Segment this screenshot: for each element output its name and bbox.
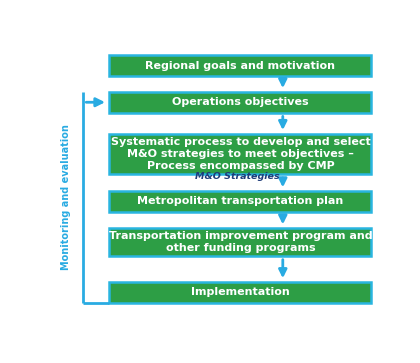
FancyBboxPatch shape (110, 92, 372, 113)
FancyBboxPatch shape (110, 56, 372, 76)
Text: Systematic process to develop and select
M&O strategies to meet objectives –
Pro: Systematic process to develop and select… (110, 136, 370, 171)
Text: Transportation improvement program and
other funding programs: Transportation improvement program and o… (109, 231, 372, 253)
FancyBboxPatch shape (110, 228, 372, 256)
Text: Operations objectives: Operations objectives (172, 97, 309, 107)
Text: Regional goals and motivation: Regional goals and motivation (145, 61, 336, 71)
FancyBboxPatch shape (110, 191, 372, 212)
Text: M&O Strategies: M&O Strategies (195, 172, 280, 181)
Text: Implementation: Implementation (191, 287, 290, 297)
FancyBboxPatch shape (110, 134, 372, 174)
FancyBboxPatch shape (110, 282, 372, 303)
Text: Metropolitan transportation plan: Metropolitan transportation plan (137, 196, 344, 207)
Text: Monitoring and evaluation: Monitoring and evaluation (60, 125, 71, 270)
